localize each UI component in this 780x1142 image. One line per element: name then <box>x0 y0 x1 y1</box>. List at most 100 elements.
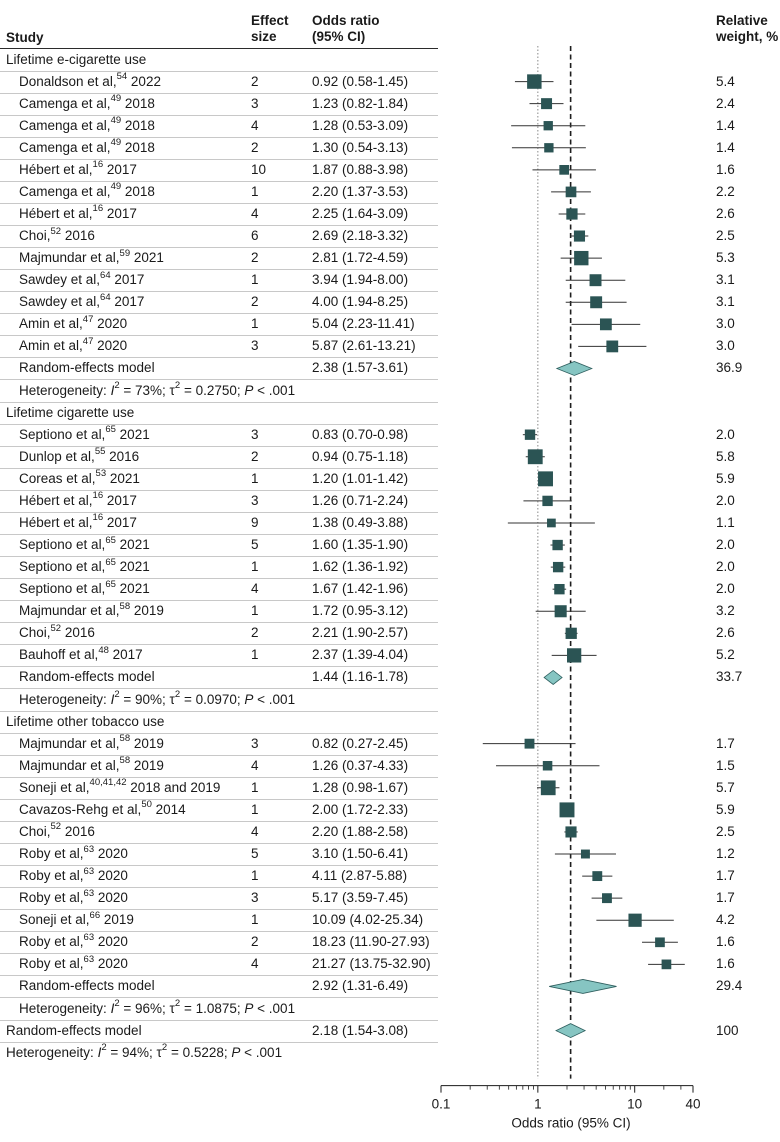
study-label: Roby et al,63 2020 <box>19 865 128 884</box>
odds-ratio-ci-value: 1.38 (0.49-3.88) <box>312 514 409 530</box>
model-weight-value: 100 <box>716 1022 739 1038</box>
study-marker <box>565 186 577 198</box>
relative-weight-value: 1.7 <box>716 868 735 884</box>
study-author: Sawdey et al, <box>19 272 101 288</box>
model-weight-value: 29.4 <box>716 978 743 994</box>
study-marker <box>552 539 563 551</box>
row-rule <box>0 401 438 403</box>
study-author: Majmundar et al, <box>19 735 120 751</box>
effect-size-value: 1 <box>251 647 259 663</box>
relative-weight-value: 2.2 <box>716 183 735 199</box>
effect-size-value: 3 <box>251 735 259 751</box>
study-year: 2020 <box>97 890 128 906</box>
study-marker <box>628 913 642 927</box>
study-label: Sawdey et al,64 2017 <box>19 270 144 288</box>
study-marker <box>540 780 556 796</box>
header-study: Study <box>6 30 44 46</box>
header-study-label: Study <box>6 30 44 45</box>
effect-size-value: 3 <box>251 890 259 906</box>
odds-ratio-ci-value: 2.25 (1.64-3.09) <box>312 205 409 221</box>
study-author: Soneji et al, <box>19 779 90 795</box>
header-rule <box>0 48 438 49</box>
row-rule <box>0 732 438 734</box>
row-rule <box>0 975 438 977</box>
relative-weight-value: 1.6 <box>716 934 735 950</box>
study-label: Majmundar et al,58 2019 <box>19 602 164 619</box>
study-author: Hébert et al, <box>19 161 93 177</box>
study-author: Roby et al, <box>19 934 84 950</box>
heterogeneity-stats: Heterogeneity: I2 = 96%; τ2 = 1.0875; P … <box>19 998 296 1016</box>
study-label: Cavazos-Rehg et al,50 2014 <box>19 800 186 818</box>
effect-size-value: 2 <box>251 73 259 89</box>
effect-size-value: 3 <box>251 426 259 442</box>
study-ref: 65 <box>105 534 116 546</box>
study-label: Choi,52 2016 <box>19 822 95 840</box>
row-rule <box>0 114 438 116</box>
relative-weight-value: 1.5 <box>716 757 735 773</box>
row-rule <box>0 136 438 138</box>
study-year: 2016 <box>64 823 95 839</box>
odds-ratio-ci-value: 1.28 (0.53-3.09) <box>312 117 409 133</box>
study-ref: 40,41,42 <box>89 777 127 789</box>
study-label: Majmundar et al,58 2019 <box>19 756 164 774</box>
row-rule <box>0 445 438 447</box>
effect-size-value: 2 <box>251 250 259 266</box>
row-rule <box>0 931 438 933</box>
pooled-estimate-diamond <box>555 361 593 376</box>
header-weight-line1: Relative <box>716 13 768 28</box>
study-label: Roby et al,63 2020 <box>19 955 128 972</box>
study-year: 2017 <box>114 294 145 310</box>
study-ref: 49 <box>110 115 122 127</box>
row-rule <box>0 180 438 182</box>
effect-size-value: 6 <box>251 228 259 244</box>
study-ref: 52 <box>50 225 62 237</box>
study-author: Roby et al, <box>19 890 84 906</box>
relative-weight-value: 5.4 <box>716 73 735 89</box>
row-rule <box>0 556 438 558</box>
study-year: 2019 <box>133 735 164 751</box>
effect-size-value: 2 <box>251 625 259 641</box>
odds-ratio-ci-value: 1.26 (0.71-2.24) <box>312 492 409 508</box>
study-year: 2017 <box>106 492 137 508</box>
study-label: Amin et al,47 2020 <box>19 315 127 332</box>
study-year: 2021 <box>119 537 150 553</box>
study-label: Choi,52 2016 <box>19 624 95 641</box>
row-rule <box>0 578 438 580</box>
relative-weight-value: 2.5 <box>716 228 735 244</box>
effect-size-value: 3 <box>251 95 259 111</box>
x-axis-tick-label: 0.1 <box>432 1097 451 1112</box>
study-author: Roby et al, <box>19 868 84 884</box>
header-odds-ratio-line1: Odds ratio <box>312 13 380 28</box>
section-label: Lifetime e-cigarette use <box>6 51 147 67</box>
i2-value: 73% <box>135 382 163 398</box>
odds-ratio-ci-value: 0.94 (0.75-1.18) <box>312 448 409 464</box>
effect-size-value: 4 <box>251 956 259 972</box>
study-marker <box>565 826 577 838</box>
model-label: Random-effects model <box>6 1022 142 1038</box>
relative-weight-value: 2.0 <box>716 581 735 597</box>
effect-size-value: 2 <box>251 294 259 310</box>
study-year: 2017 <box>106 514 137 530</box>
study-ref: 63 <box>83 865 95 877</box>
study-author: Camenga et al, <box>19 139 111 155</box>
study-author: Septiono et al, <box>19 426 106 442</box>
study-ref: 49 <box>110 181 122 193</box>
relative-weight-value: 2.0 <box>716 559 735 575</box>
relative-weight-value: 5.7 <box>716 779 735 795</box>
odds-ratio-ci-value: 2.00 (1.72-2.33) <box>312 801 409 817</box>
row-rule <box>0 511 438 513</box>
row-rule <box>0 247 438 249</box>
relative-weight-value: 4.2 <box>716 912 735 928</box>
study-marker <box>655 937 665 948</box>
study-year: 2018 <box>124 117 155 133</box>
odds-ratio-ci-value: 1.60 (1.35-1.90) <box>312 537 409 553</box>
pooled-estimate-diamond <box>549 979 617 994</box>
study-marker <box>524 738 535 749</box>
relative-weight-value: 3.0 <box>716 338 735 354</box>
study-year: 2017 <box>106 161 137 177</box>
study-label: Coreas et al,53 2021 <box>19 469 140 487</box>
model-odds-ratio-ci-value: 1.44 (1.16-1.78) <box>312 669 409 685</box>
row-rule <box>0 953 438 955</box>
